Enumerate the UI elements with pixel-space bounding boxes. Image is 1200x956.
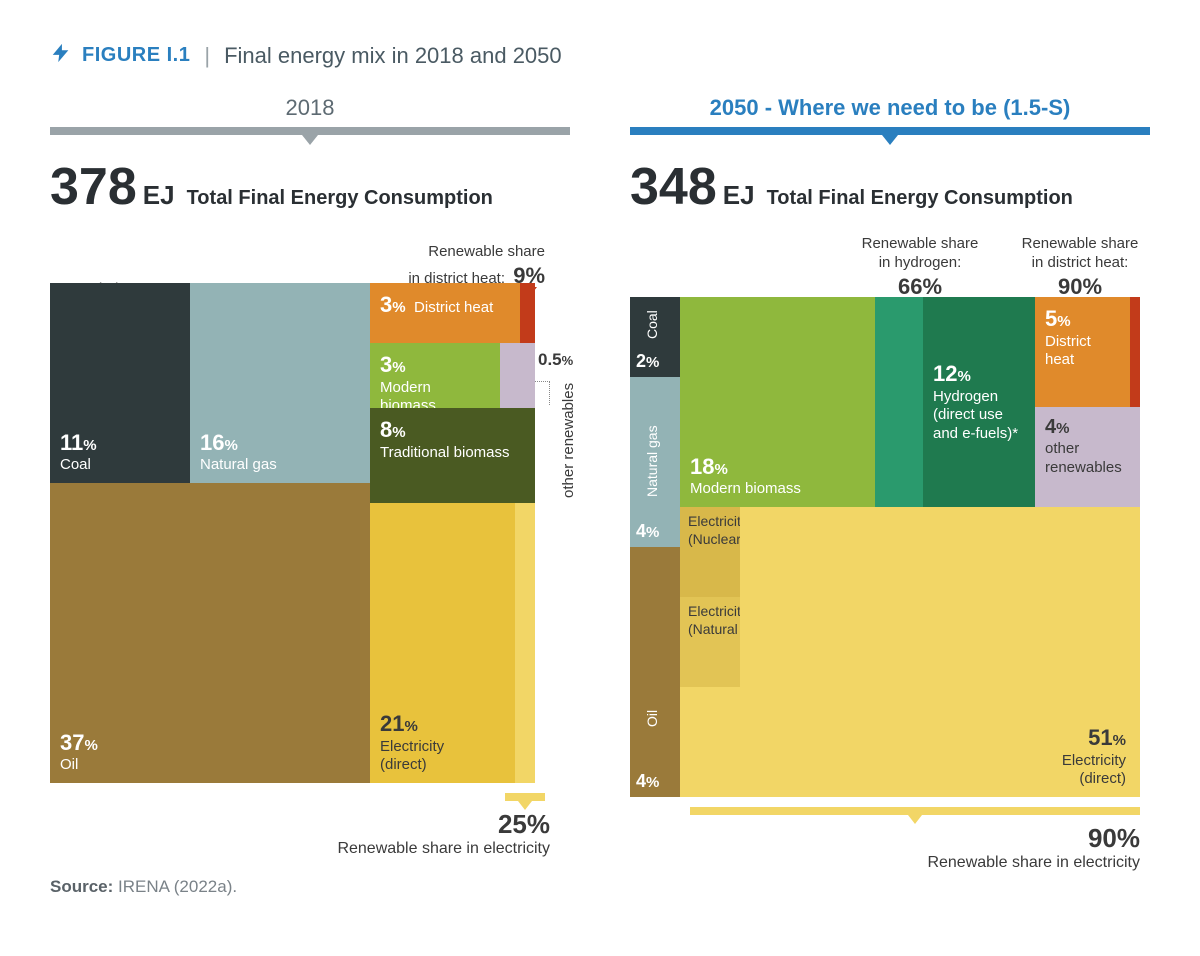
- total-2018: 378 EJ Total Final Energy Consumption: [50, 157, 570, 217]
- figure-title: Final energy mix in 2018 and 2050: [224, 43, 562, 69]
- figure-separator: |: [204, 43, 210, 69]
- block-modern-biomass: 18% Modern biomass: [680, 297, 875, 507]
- block-hydrogen: 12% Hydrogen (direct use and e-fuels)*: [923, 297, 1035, 507]
- block-coal: Coal 2%: [630, 297, 680, 377]
- block-electricity: 51% Electricity (direct): [740, 507, 1140, 797]
- callout-bar-elec: [505, 793, 545, 801]
- figure-container: FIGURE I.1 | Final energy mix in 2018 an…: [0, 0, 1200, 927]
- callout-bar-elec-2050: [690, 807, 1140, 815]
- total-value: 378: [50, 157, 137, 217]
- callout-h2-2050: Renewable share in hydrogen: 66%: [850, 235, 990, 300]
- total-unit: EJ: [143, 180, 175, 211]
- bolt-icon: [50, 40, 72, 71]
- total-value: 348: [630, 157, 717, 217]
- block-traditional-biomass: 8% Traditional biomass: [370, 408, 535, 503]
- leader-line: [535, 381, 550, 405]
- block-elec-extend: [680, 687, 740, 797]
- total-unit: EJ: [723, 180, 755, 211]
- block-other-renewables: 4% other renewables: [1035, 407, 1140, 507]
- panel-2018: 2018 .panel:nth-child(1) .year-bar::afte…: [50, 95, 570, 797]
- block-natural-gas: Natural gas 4%: [630, 377, 680, 547]
- callout-elec-2050: 90% Renewable share in electricity: [900, 823, 1140, 872]
- block-dh-nonrenew: [1130, 297, 1140, 407]
- block-electricity: 21% Electricity (direct): [370, 503, 515, 783]
- callout-other-ren: other renewables: [560, 383, 577, 498]
- block-other-renewables: 0.5%: [500, 343, 535, 408]
- total-label: Total Final Energy Consumption: [767, 187, 1073, 210]
- block-district-heat: 3% District heat: [370, 283, 520, 343]
- callout-dh-2050: Renewable share in district heat: 90%: [1010, 235, 1150, 300]
- block-dh-renewable: [520, 283, 535, 343]
- block-oil: Oil 4%: [630, 547, 680, 797]
- block-natural-gas: 16% Natural gas: [190, 283, 370, 483]
- total-2050: 348 EJ Total Final Energy Consumption: [630, 157, 1150, 217]
- block-elec-renewable: [515, 503, 535, 783]
- callout-elec-2018: 25% Renewable share in electricity: [310, 809, 550, 858]
- treemap-2050: Coal 2% Natural gas 4% Oil 4% 18% Modern…: [630, 297, 1150, 797]
- block-modern-biomass: 3% Modern biomass: [370, 343, 500, 408]
- treemap-2018: 11% Coal 16% Natural gas 37% Oil 3% Dist…: [50, 283, 570, 783]
- block-hydrogen-nonrenew: [875, 297, 923, 507]
- block-oil: 37% Oil: [50, 483, 370, 783]
- panel-2050: 2050 - Where we need to be (1.5-S) .pane…: [630, 95, 1150, 797]
- year-bar-2018: [50, 127, 570, 135]
- block-elec-natural-gas: Electricity (Natural gas): [680, 597, 740, 687]
- source-line: Source: IRENA (2022a).: [50, 877, 1150, 897]
- block-elec-nuclear: Electricity (Nuclear): [680, 507, 740, 597]
- block-district-heat: 5% District heat: [1035, 297, 1130, 407]
- block-coal: 11% Coal: [50, 283, 190, 483]
- total-label: Total Final Energy Consumption: [187, 187, 493, 210]
- year-bar-2050: [630, 127, 1150, 135]
- figure-header: FIGURE I.1 | Final energy mix in 2018 an…: [50, 40, 1150, 71]
- year-label-2018: 2018: [50, 95, 570, 121]
- year-label-2050: 2050 - Where we need to be (1.5-S): [630, 95, 1150, 121]
- panels-row: 2018 .panel:nth-child(1) .year-bar::afte…: [50, 95, 1150, 797]
- figure-number: FIGURE I.1: [82, 44, 190, 67]
